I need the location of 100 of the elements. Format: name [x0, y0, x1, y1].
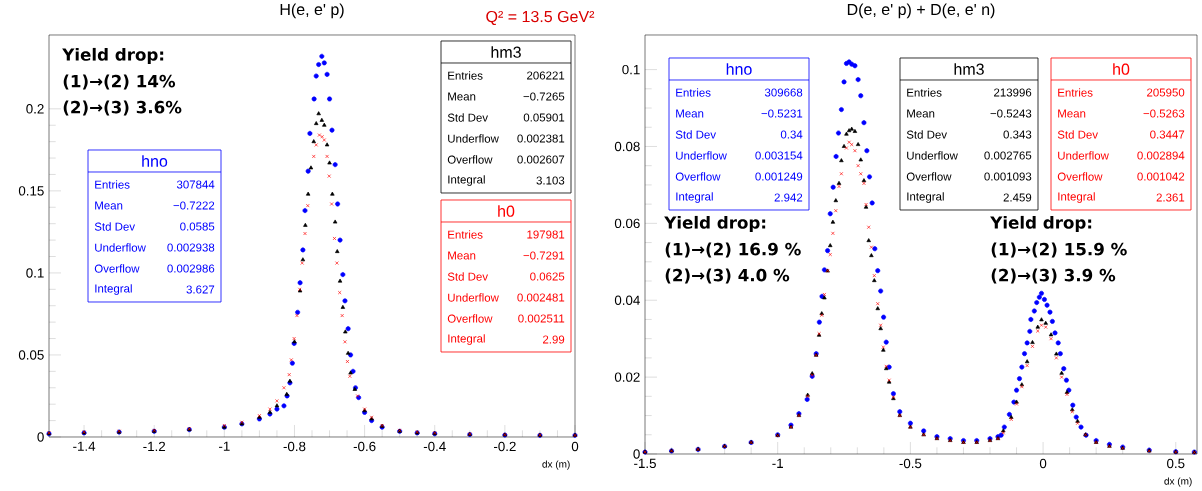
- annotation: Entries: [676, 88, 711, 97]
- y-tick-label: 0: [37, 432, 44, 442]
- y-tick-label: 0.15: [18, 186, 44, 196]
- annotation: 2.942: [774, 193, 803, 202]
- annotation: 0.05901: [523, 113, 565, 122]
- annotation: 0.002511: [518, 314, 565, 323]
- annotation: (1)→(2) 15.9 %: [991, 242, 1127, 258]
- annotation: 0.34: [780, 130, 803, 139]
- annotation: Entries: [1058, 88, 1093, 97]
- x-axis-title: dx (m): [542, 460, 570, 470]
- y-tick-label: 0.04: [614, 295, 640, 305]
- y-tick-label: 0.08: [614, 141, 640, 152]
- annotation: Entries: [448, 71, 483, 80]
- annotation: 0.0625: [530, 272, 565, 281]
- annotation: −0.7265: [523, 92, 565, 101]
- y-tick-label: 0.1: [26, 268, 44, 278]
- text: hm3: [954, 63, 984, 75]
- annotation: Mean: [448, 251, 476, 260]
- annotation: 0.0585: [180, 222, 215, 231]
- annotation: Entries: [95, 180, 130, 189]
- x-tick-label: -1.2: [143, 441, 166, 452]
- annotation: 3.627: [186, 285, 215, 294]
- annotation: −0.7222: [173, 201, 215, 210]
- x-tick-label: -1: [772, 458, 783, 468]
- annotation: Underflow: [448, 293, 499, 302]
- annotation: 0.002481: [517, 293, 565, 302]
- x-tick-label: -1.4: [73, 441, 96, 451]
- x-tick-label: 0.5: [1167, 458, 1185, 469]
- annotation: Mean: [448, 92, 476, 101]
- annotation: Mean: [907, 109, 935, 118]
- annotation: 206221: [527, 71, 565, 80]
- annotation: (2)→(3) 4.0 %: [665, 268, 790, 284]
- annotation: 205950: [1147, 88, 1185, 97]
- x-tick-label: -1: [219, 441, 230, 451]
- annotation: −0.5231: [761, 109, 803, 118]
- annotation: Underflow: [1058, 151, 1109, 160]
- annotation: 3.103: [536, 176, 565, 185]
- annotation: Std Dev: [1057, 130, 1098, 139]
- annotation: Integral: [95, 284, 132, 295]
- annotation: Mean: [676, 109, 704, 118]
- annotation: Yield drop:: [62, 47, 164, 65]
- y-tick-label: 0.2: [26, 104, 44, 114]
- annotation: Entries: [907, 88, 942, 97]
- annotation: 0.001249: [755, 172, 803, 181]
- annotation: Yield drop:: [990, 215, 1092, 233]
- y-tick-label: 0.05: [18, 350, 44, 360]
- y-tick-label: 0.02: [614, 372, 640, 382]
- x-tick-label: -0.6: [353, 441, 376, 452]
- chart-title: D(e, e' p) + D(e, e' n): [847, 3, 995, 19]
- annotation: 0.002765: [984, 151, 1032, 160]
- x-axis-title: dx (m): [1164, 477, 1192, 487]
- text: h0: [498, 205, 515, 217]
- annotation: (1)→(2) 14%: [63, 74, 176, 90]
- annotation: (2)→(3) 3.6%: [63, 100, 182, 116]
- annotation: 0.002938: [167, 243, 215, 252]
- annotation: Std Dev: [906, 130, 947, 139]
- annotation: Integral: [907, 192, 944, 203]
- annotation: Mean: [1058, 109, 1086, 118]
- annotation: Overflow: [675, 172, 721, 181]
- y-tick-label: 0.06: [614, 218, 640, 229]
- annotation: 0.003154: [755, 151, 803, 160]
- annotation: −0.5263: [1143, 109, 1185, 118]
- annotation: 307844: [176, 180, 215, 189]
- annotation: 0.001042: [1137, 172, 1185, 181]
- annotation: Integral: [676, 192, 713, 203]
- annotation: 2.99: [543, 335, 565, 344]
- annotation: −0.7291: [523, 251, 565, 260]
- chart-title: H(e, e' p): [280, 3, 344, 19]
- text: hno: [726, 63, 752, 75]
- annotation: 0.002986: [167, 264, 215, 273]
- annotation: 0.3447: [1150, 130, 1185, 139]
- x-tick-label: 0: [571, 441, 579, 452]
- annotation: Integral: [448, 175, 485, 186]
- annotation: Std Dev: [447, 113, 489, 122]
- annotation: Std Dev: [94, 222, 136, 231]
- annotation: 0.001093: [984, 172, 1032, 181]
- annotation: 0.002894: [1137, 151, 1185, 160]
- y-tick-label: 0: [633, 449, 640, 459]
- annotation: 309668: [764, 88, 803, 97]
- annotation: Overflow: [1057, 172, 1103, 181]
- annotation: Std Dev: [447, 272, 489, 281]
- x-tick-label: -0.4: [423, 441, 446, 452]
- text: h0: [1113, 63, 1130, 75]
- y-tick-label: 0.1: [622, 64, 640, 75]
- annotation: 2.459: [1003, 193, 1032, 202]
- annotation: 0.002381: [517, 134, 565, 143]
- annotation: Yield drop:: [664, 215, 766, 233]
- annotation: 2.361: [1156, 193, 1185, 202]
- text: hm3: [491, 46, 521, 58]
- annotation: Overflow: [906, 172, 952, 181]
- annotation: 0.343: [1003, 130, 1032, 139]
- annotation: 197981: [527, 230, 565, 239]
- x-tick-label: 0: [1039, 458, 1047, 469]
- annotation: Std Dev: [675, 130, 716, 139]
- annotation: Mean: [95, 201, 123, 210]
- annotation: Underflow: [676, 151, 727, 160]
- annotation: 0.002607: [517, 155, 565, 164]
- x-tick-label: -1.5: [634, 458, 656, 468]
- annotation: Integral: [448, 334, 485, 345]
- chart-subtitle: Q² = 13.5 GeV²: [486, 10, 595, 26]
